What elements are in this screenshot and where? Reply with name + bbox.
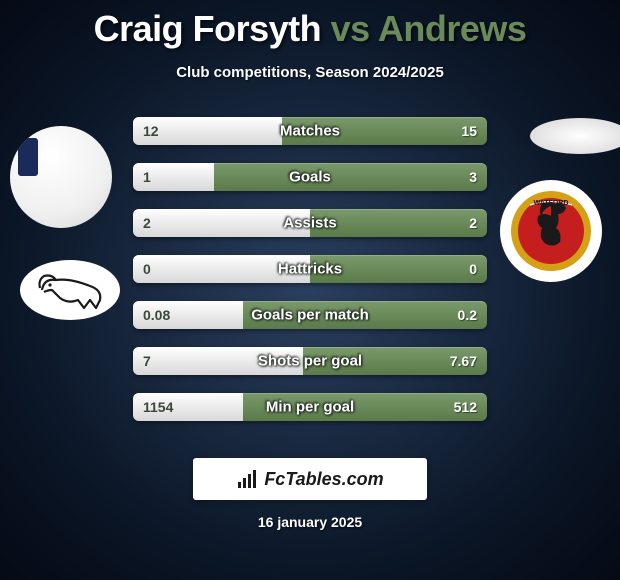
watford-icon: WATFORD	[508, 188, 594, 274]
stats-container: 12 Matches 15 1 Goals 3 2 Assists 2 0 Hattricks 0 0.…	[133, 117, 487, 421]
stat-value-right: 7.67	[450, 353, 477, 369]
svg-text:WATFORD: WATFORD	[534, 200, 569, 207]
stat-value-right: 0.2	[458, 307, 477, 323]
player2-name: Andrews	[378, 8, 527, 49]
stat-row: 12 Matches 15	[133, 117, 487, 145]
stat-value-left: 2	[143, 215, 151, 231]
stat-value-right: 512	[454, 399, 477, 415]
stat-label: Hattricks	[278, 261, 342, 278]
stat-label: Min per goal	[266, 399, 354, 416]
stat-label: Shots per goal	[258, 353, 362, 370]
stat-value-left: 0	[143, 261, 151, 277]
footer-site: FcTables.com	[264, 469, 383, 490]
stat-row: 2 Assists 2	[133, 209, 487, 237]
stat-row: 0 Hattricks 0	[133, 255, 487, 283]
stat-label: Goals	[289, 169, 331, 186]
stat-row: 1 Goals 3	[133, 163, 487, 191]
player1-avatar	[10, 126, 112, 228]
club-right-badge: WATFORD	[500, 180, 602, 282]
footer-date: 16 january 2025	[258, 514, 362, 530]
stat-value-left: 12	[143, 123, 159, 139]
stat-value-right: 2	[469, 215, 477, 231]
stat-value-right: 15	[461, 123, 477, 139]
stat-label: Matches	[280, 123, 340, 140]
footer-logo: FcTables.com	[193, 458, 427, 500]
stat-label: Assists	[283, 215, 336, 232]
stat-label: Goals per match	[251, 307, 369, 324]
stat-value-left: 7	[143, 353, 151, 369]
chart-icon	[236, 468, 258, 490]
stat-value-right: 3	[469, 169, 477, 185]
vs-text: vs	[331, 8, 370, 49]
player1-name: Craig Forsyth	[94, 8, 322, 49]
ram-icon	[30, 268, 110, 312]
stat-value-left: 0.08	[143, 307, 170, 323]
subtitle: Club competitions, Season 2024/2025	[0, 64, 620, 81]
stat-value-left: 1154	[143, 399, 173, 415]
stat-row: 0.08 Goals per match 0.2	[133, 301, 487, 329]
player2-avatar	[530, 118, 620, 154]
stat-value-left: 1	[143, 169, 151, 185]
stat-row: 1154 Min per goal 512	[133, 393, 487, 421]
club-left-badge	[20, 260, 120, 320]
comparison-title: Craig Forsyth vs Andrews	[0, 0, 620, 50]
stat-row: 7 Shots per goal 7.67	[133, 347, 487, 375]
stat-value-right: 0	[469, 261, 477, 277]
